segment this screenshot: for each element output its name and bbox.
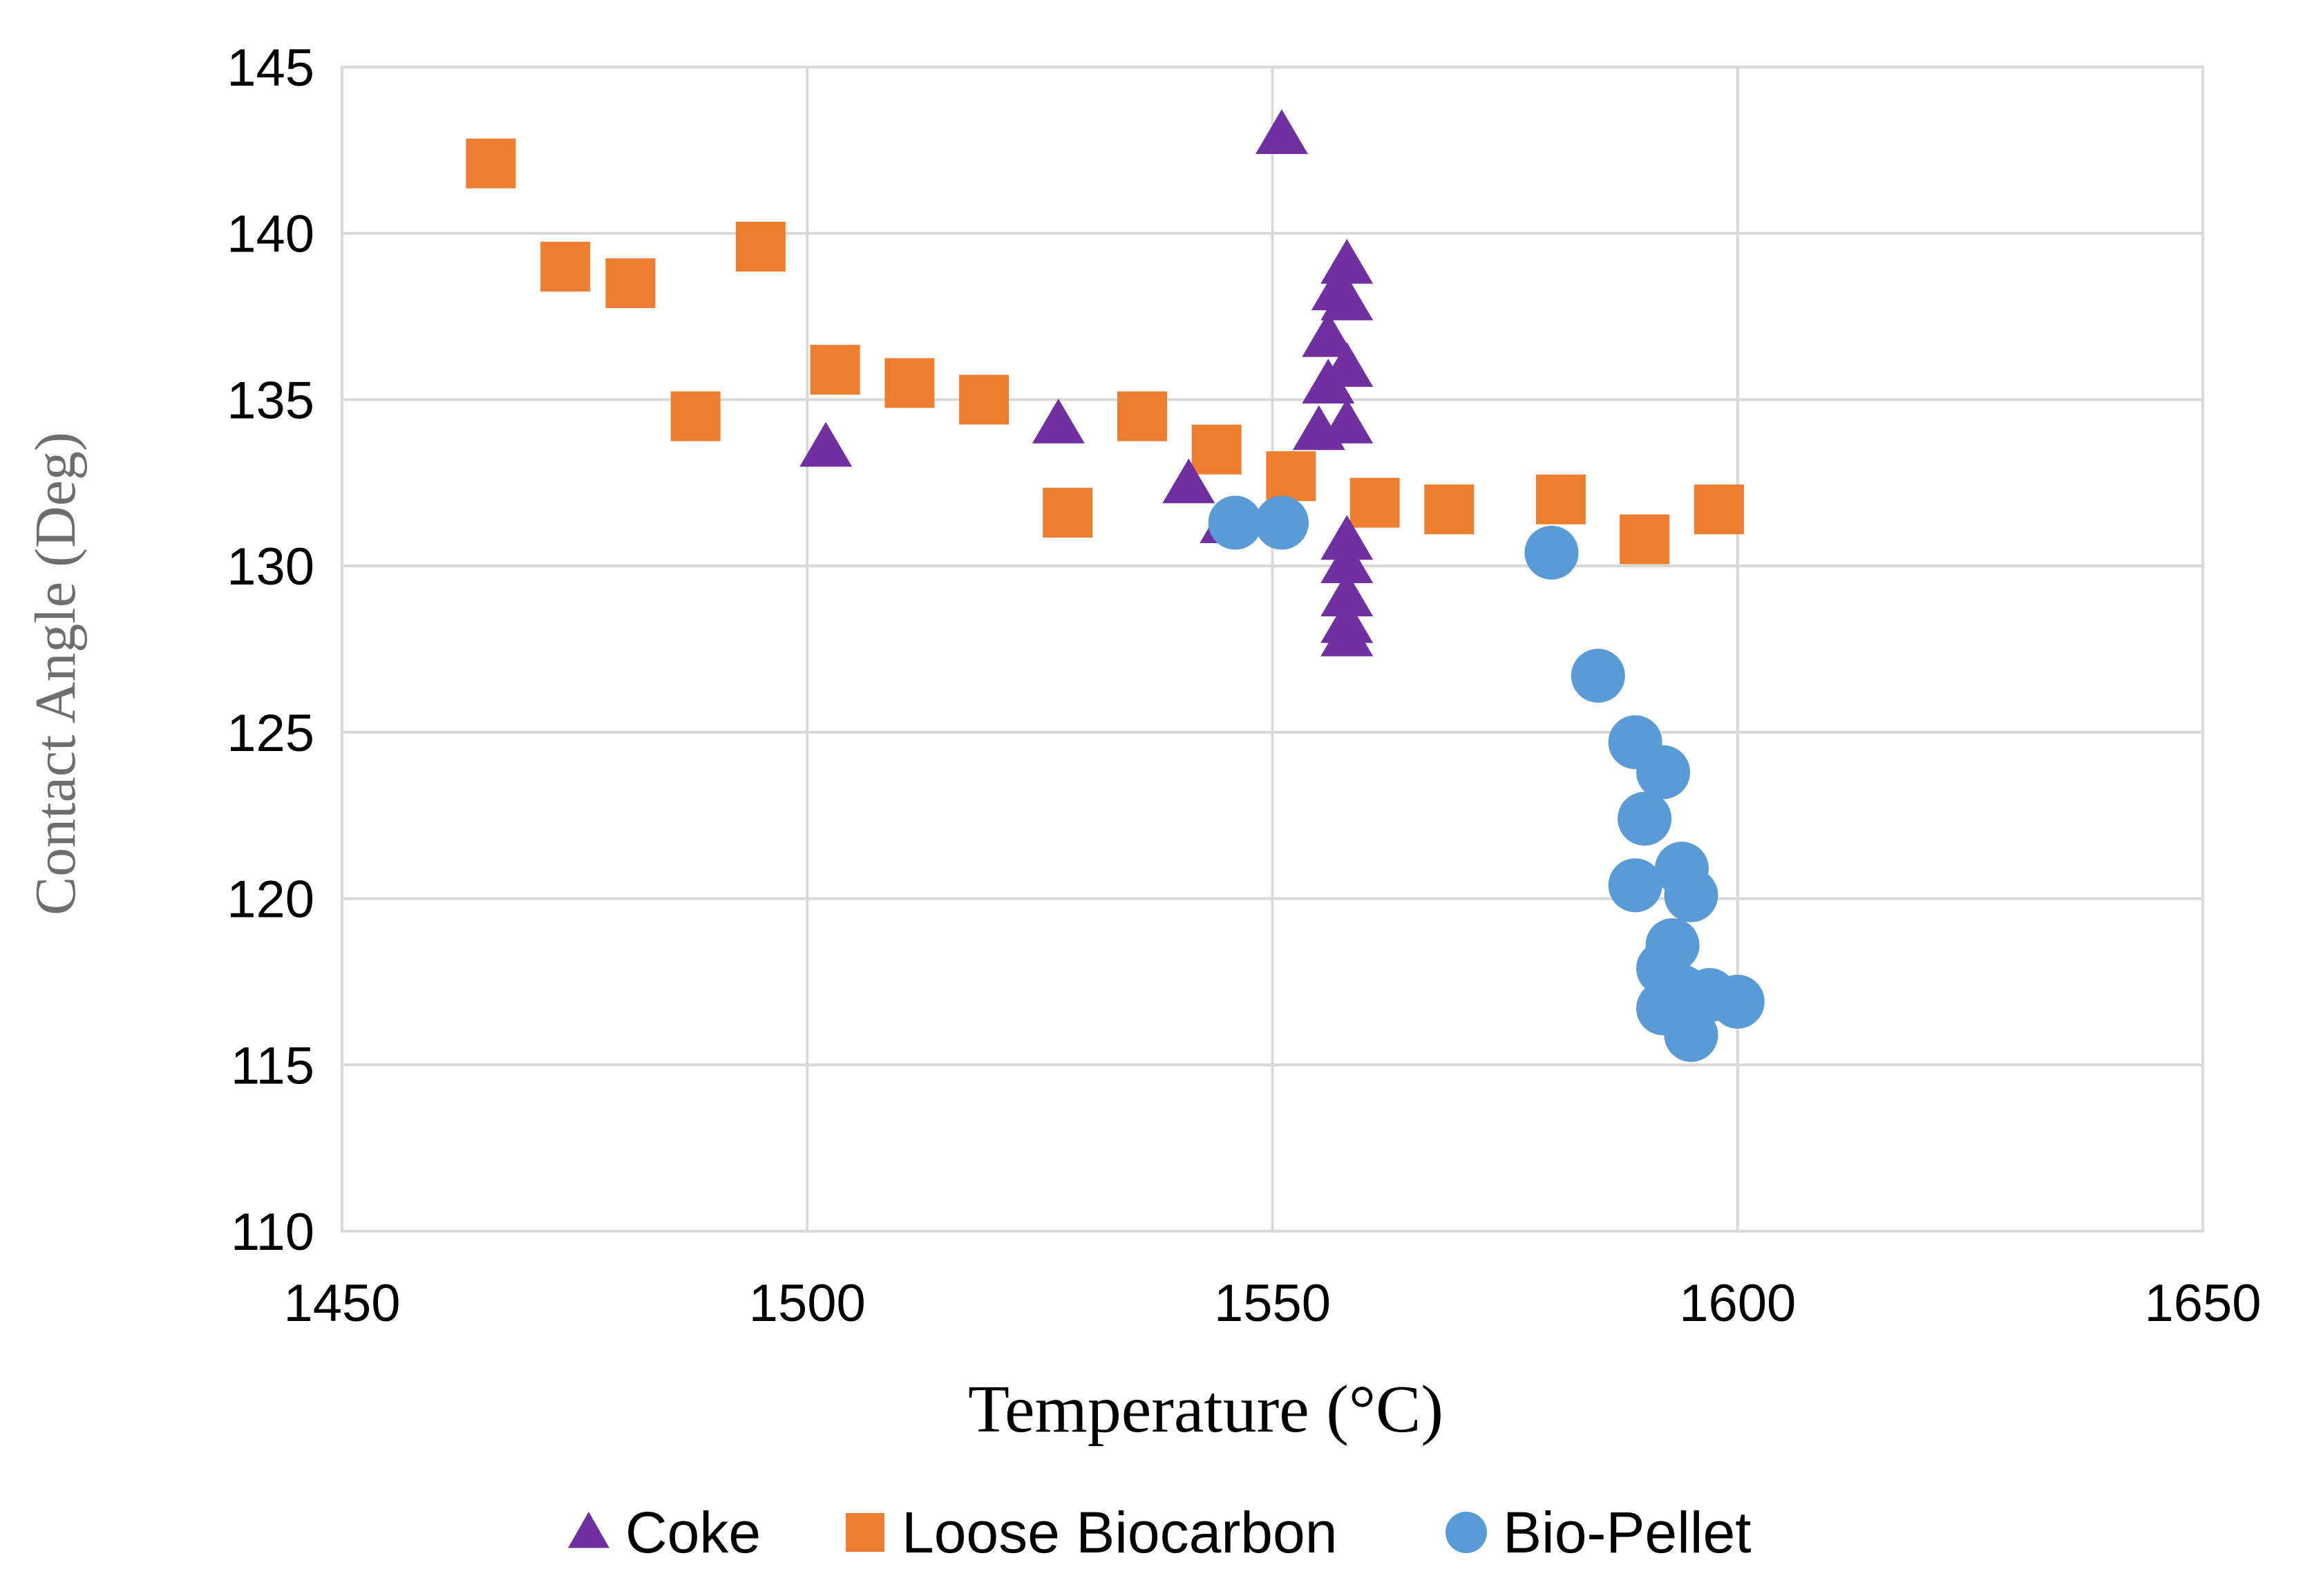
y-tick-label: 120 <box>227 871 314 929</box>
coke-point <box>1320 538 1374 583</box>
bio-pellet-point <box>1618 792 1672 846</box>
y-tick-label: 125 <box>227 704 314 763</box>
legend-item-coke: Coke <box>568 1500 761 1565</box>
loose-biocarbon-point <box>1620 514 1670 564</box>
coke-point <box>1320 275 1374 321</box>
x-tick-label: 1600 <box>1679 1274 1796 1333</box>
x-tick-label: 1450 <box>283 1274 400 1333</box>
loose-biocarbon-point <box>605 258 656 308</box>
bio-pellet-point <box>1608 858 1662 913</box>
loose-biocarbon-point <box>466 138 516 189</box>
bio-pellet-point <box>1664 868 1718 922</box>
y-tick-label: 130 <box>227 538 314 596</box>
data-points <box>466 109 1765 1062</box>
loose-biocarbon-point <box>735 221 786 272</box>
coke-point <box>1320 571 1374 617</box>
loose-biocarbon-point <box>670 391 721 441</box>
y-tick-label: 145 <box>227 39 314 97</box>
loose-biocarbon-point <box>959 374 1010 425</box>
legend-marker-coke <box>568 1512 609 1548</box>
x-tick-label: 1500 <box>749 1274 866 1333</box>
legend-marker-loose-biocarbon <box>846 1513 884 1552</box>
coke-point <box>1320 398 1374 444</box>
bio-pellet-point <box>1710 974 1765 1029</box>
legend-item-bio-pellet: Bio-Pellet <box>1446 1500 1752 1565</box>
y-tick-label: 140 <box>227 205 314 264</box>
legend-label-bio-pellet: Bio-Pellet <box>1503 1500 1752 1565</box>
x-axis-ticks: 1450 1500 1550 1600 1650 <box>283 1274 2261 1333</box>
bio-pellet-point <box>1571 649 1625 703</box>
loose-biocarbon-point <box>1043 488 1093 538</box>
bio-pellet-point <box>1254 495 1309 550</box>
coke-point <box>799 421 853 467</box>
loose-biocarbon-point <box>1694 484 1744 535</box>
coke-point <box>1255 109 1308 154</box>
loose-biocarbon-point <box>1266 451 1316 502</box>
legend-label-coke: Coke <box>625 1500 761 1565</box>
bio-pellet-point <box>1208 495 1262 550</box>
plot-frame <box>341 66 2204 1233</box>
loose-biocarbon-point <box>1535 474 1586 524</box>
loose-biocarbon-point <box>540 241 591 292</box>
coke-point <box>1320 611 1374 656</box>
bio-pellet-point <box>1636 745 1691 799</box>
plot-area-border <box>341 66 2204 1233</box>
loose-biocarbon-point <box>884 358 935 408</box>
loose-biocarbon-point <box>1424 484 1475 535</box>
loose-biocarbon-point <box>1349 477 1400 528</box>
y-tick-label: 115 <box>231 1036 314 1095</box>
coke-point <box>1320 342 1374 387</box>
y-tick-label: 110 <box>231 1203 314 1262</box>
loose-biocarbon-point <box>1191 424 1242 475</box>
legend: Coke Loose Biocarbon Bio-Pellet <box>568 1500 1752 1565</box>
coke-point <box>1162 458 1215 504</box>
y-axis-title: Contact Angle (Deg) <box>23 432 88 915</box>
bio-pellet-point <box>1524 525 1579 580</box>
coke-point <box>1032 398 1085 444</box>
x-tick-label: 1650 <box>2144 1274 2261 1333</box>
y-tick-label: 135 <box>227 371 314 430</box>
y-axis-ticks: 110 115 120 125 130 135 140 145 <box>227 39 314 1262</box>
series-bio-pellet <box>1208 495 1765 1062</box>
loose-biocarbon-point <box>1117 391 1167 441</box>
bio-pellet-point <box>1664 1007 1718 1062</box>
coke-point <box>1302 312 1355 357</box>
series-loose-biocarbon <box>466 138 1744 564</box>
x-axis-title: Temperature (°C) <box>968 1372 1443 1447</box>
legend-item-loose-biocarbon: Loose Biocarbon <box>846 1500 1337 1565</box>
x-tick-label: 1550 <box>1214 1274 1331 1333</box>
loose-biocarbon-point <box>810 345 860 395</box>
coke-point <box>1320 515 1374 560</box>
legend-marker-bio-pellet <box>1446 1512 1487 1553</box>
coke-point <box>1320 238 1374 284</box>
legend-label-loose-biocarbon: Loose Biocarbon <box>902 1500 1337 1565</box>
